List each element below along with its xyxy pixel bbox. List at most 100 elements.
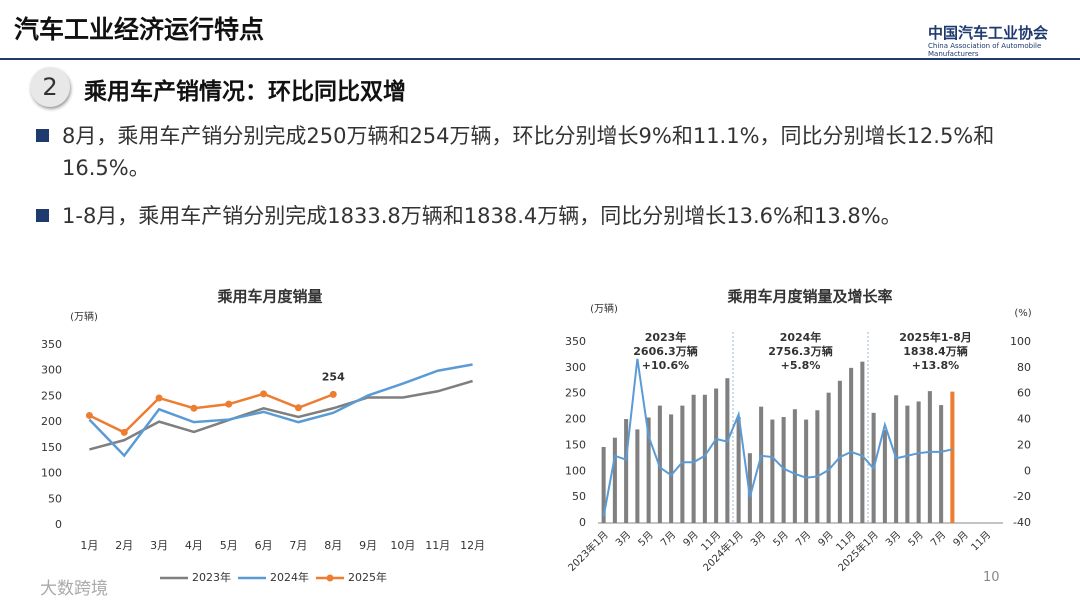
annotation: 2025年1-8月 (899, 330, 972, 344)
x-tick-label: 4月 (185, 539, 203, 552)
data-label: 254 (322, 370, 345, 383)
y-unit: (万辆) (70, 310, 98, 323)
x-tick-label: 11月 (969, 529, 994, 554)
annotation: +5.8% (781, 359, 821, 372)
x-tick-label: 12月 (460, 539, 485, 552)
y-tick-label: 150 (565, 438, 586, 451)
bar (950, 391, 955, 523)
point (260, 390, 268, 398)
chart-title: 乘用车月度销量及增长率 (726, 288, 892, 306)
y-tick-label: 200 (565, 413, 586, 426)
bullet: 8月，乘用车产销分别完成250万辆和254万辆，环比分别增长9%和11.1%，同… (36, 120, 1072, 184)
x-tick-label: 5月 (220, 539, 238, 552)
y-tick-label: 100 (565, 464, 586, 477)
y2-tick-label: 0 (1024, 464, 1031, 477)
x-tick-label: 7月 (289, 539, 307, 552)
logo-subtext: China Association of Automobile Manufact… (928, 42, 1042, 58)
legend-label: 2023年 (192, 570, 231, 584)
x-tick-label: 11月 (425, 539, 450, 552)
point (155, 394, 163, 402)
bar (804, 419, 809, 523)
y-tick-label: 250 (41, 389, 62, 402)
annotation: 2756.3万辆 (768, 344, 832, 358)
legend-label: 2024年 (270, 570, 309, 584)
y-tick-label: 50 (48, 492, 62, 505)
x-tick-label: 9月 (681, 529, 701, 549)
bar (624, 419, 629, 523)
y-tick-label: 50 (572, 490, 586, 503)
series-line (602, 358, 953, 517)
bar (759, 406, 764, 523)
x-tick-label: 2023年1月 (565, 528, 611, 574)
series-line (88, 363, 473, 458)
y2-tick-label: 20 (1017, 438, 1031, 451)
y-tick-label: 200 (41, 415, 62, 428)
y2-tick-label: 60 (1017, 387, 1031, 400)
y-unit: (万辆) (590, 302, 618, 315)
x-tick-label: 6月 (255, 539, 273, 552)
x-tick-label: 3月 (883, 529, 903, 549)
y2-tick-label: -20 (1013, 490, 1031, 503)
x-tick-label: 9月 (816, 529, 836, 549)
bar (702, 394, 707, 523)
bar (714, 388, 719, 523)
point (120, 428, 128, 436)
bar (882, 429, 887, 523)
y-tick-label: 100 (41, 467, 62, 480)
bar (781, 416, 786, 523)
bullet: 1-8月，乘用车产销分别完成1833.8万辆和1838.4万辆，同比分别增长13… (36, 200, 1072, 232)
annotation: 2023年 (645, 330, 687, 344)
bar (601, 446, 606, 523)
x-tick-label: 9月 (951, 529, 971, 549)
x-tick-label: 7月 (658, 529, 678, 549)
bar (691, 394, 696, 523)
y-tick-label: 350 (41, 338, 62, 351)
x-tick-label: 5月 (636, 529, 656, 549)
y2-unit: (%) (1014, 308, 1031, 319)
bar (905, 405, 910, 523)
bar (736, 416, 741, 523)
x-tick-label: 1月 (80, 539, 98, 552)
annotation: +10.6% (642, 359, 689, 372)
bar (612, 437, 617, 523)
y-tick-label: 300 (41, 364, 62, 377)
bar (725, 378, 730, 523)
section-number: 2 (30, 67, 70, 107)
x-tick-label: 10月 (390, 539, 415, 552)
series-line (89, 379, 473, 451)
bar (669, 414, 674, 523)
bar (927, 391, 932, 523)
series-line (88, 392, 334, 434)
x-tick-label: 9月 (359, 539, 377, 552)
annotation: +13.8% (912, 359, 959, 372)
bar (860, 361, 865, 523)
logo-text: 中国汽车工业协会 (928, 24, 1049, 42)
point (190, 404, 198, 412)
y-tick-label: 0 (55, 518, 62, 531)
y2-tick-label: 100 (1010, 335, 1031, 348)
x-tick-label: 3月 (150, 539, 168, 552)
point (329, 390, 337, 398)
x-tick-label: 8月 (324, 539, 342, 552)
bar (849, 367, 854, 523)
y-tick-label: 250 (565, 387, 586, 400)
x-tick-label: 5月 (906, 529, 926, 549)
legend-marker (326, 574, 334, 582)
y2-tick-label: 40 (1017, 413, 1031, 426)
watermark: 大数跨境 (40, 579, 108, 599)
y-tick-label: 350 (565, 335, 586, 348)
bar (939, 405, 944, 523)
bar (635, 429, 640, 523)
y-tick-label: 150 (41, 441, 62, 454)
bar (770, 419, 775, 523)
bar (657, 405, 662, 523)
y2-tick-label: 80 (1017, 361, 1031, 374)
y2-tick-label: -40 (1013, 516, 1031, 529)
x-tick-label: 7月 (793, 529, 813, 549)
header-rule (0, 58, 1080, 60)
annotation: 2606.3万辆 (633, 344, 697, 358)
x-tick-label: 5月 (771, 529, 791, 549)
bar (815, 410, 820, 523)
legend-label: 2025年 (348, 570, 387, 584)
